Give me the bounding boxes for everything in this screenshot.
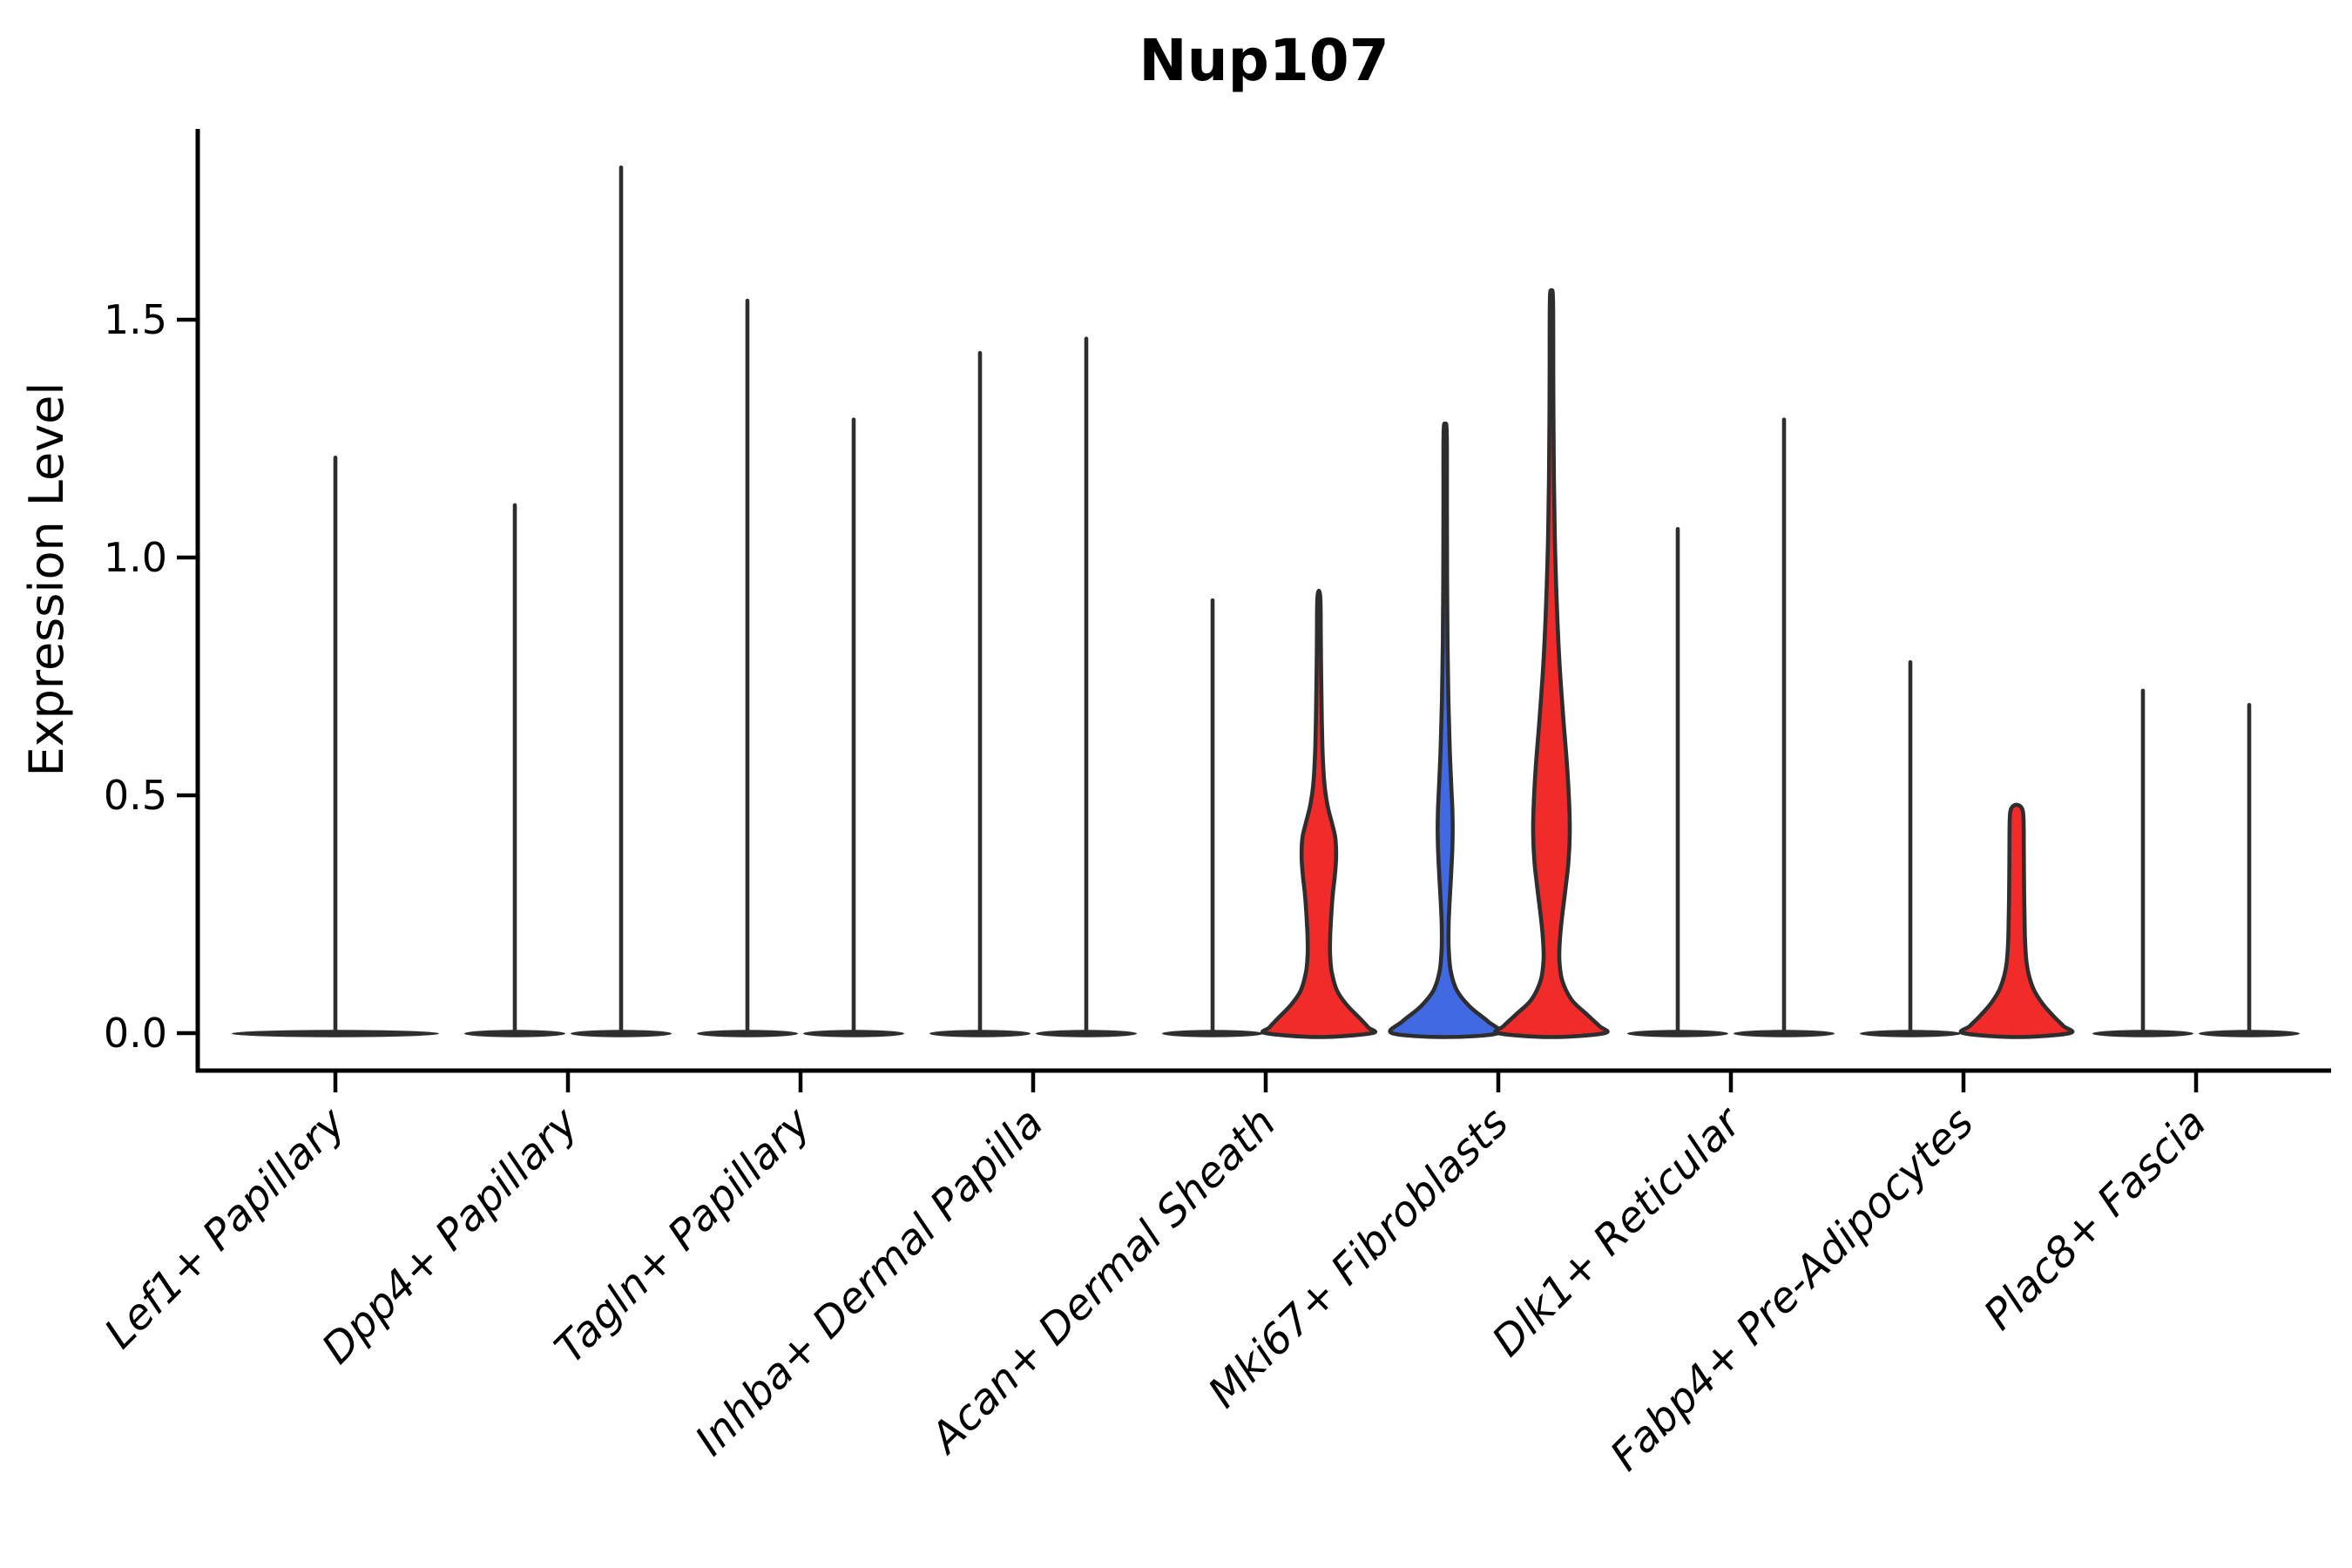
x-tick-label: Lef1+ Papillary	[95, 1098, 355, 1358]
violin-shape-red	[1958, 802, 2075, 1039]
y-tick-label: 1.5	[104, 296, 167, 343]
y-tick-label: 0.5	[104, 772, 167, 819]
violin-shape-red	[1493, 288, 1610, 1039]
x-tick-label: Dlk1+ Reticular	[1483, 1097, 1753, 1367]
violin-shape-blue	[1388, 421, 1503, 1039]
axes: 0.0 0.5 1.0 1.5	[104, 129, 2331, 1073]
chart-title: Nup107	[1139, 27, 1389, 94]
x-tick-label: Plac8+ Fascia	[1975, 1098, 2216, 1340]
violins	[232, 165, 2300, 1039]
y-axis-label: Expression Level	[19, 382, 74, 777]
violin-shape-red	[1260, 588, 1377, 1039]
y-tick-label: 0.0	[104, 1010, 167, 1057]
x-tick-label: Dpp4+ Papillary	[313, 1098, 588, 1373]
x-tick-label: Tagln+ Papillary	[545, 1098, 821, 1373]
y-tick-label: 1.0	[104, 534, 167, 581]
